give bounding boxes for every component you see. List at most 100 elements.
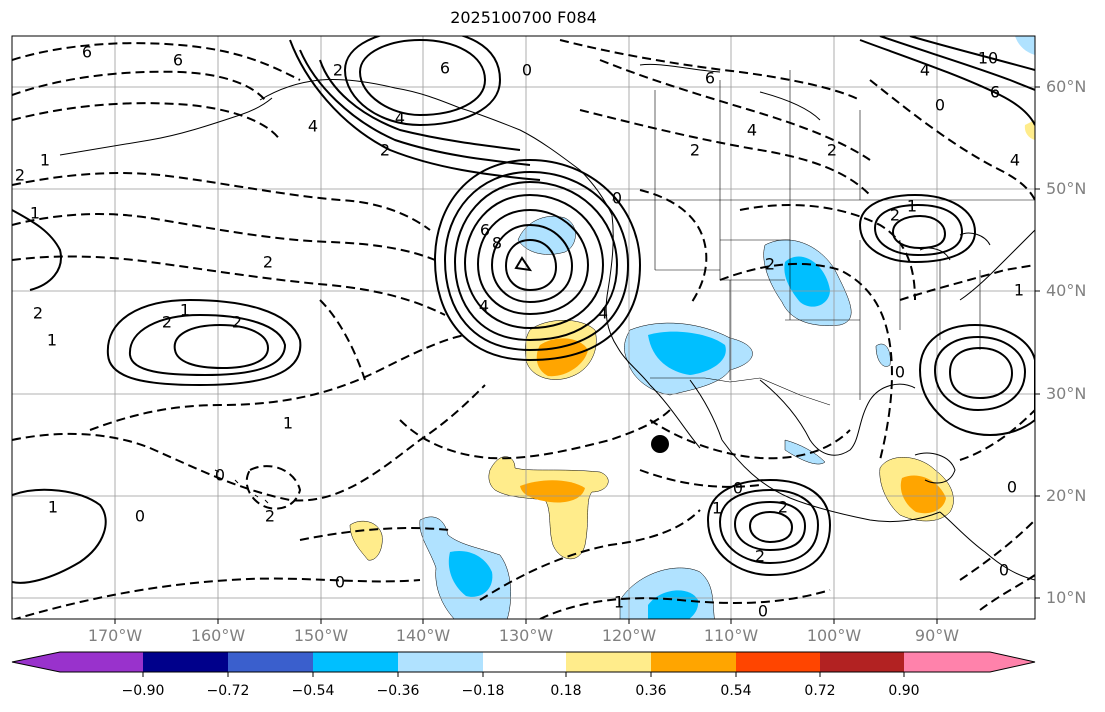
aleutian-chain xyxy=(59,97,273,156)
contour-ne-1 xyxy=(859,39,1035,126)
contour-south-pacific xyxy=(12,488,107,584)
contour-label: 0 xyxy=(215,466,225,485)
contour-label: 6 xyxy=(173,51,183,70)
shading-blue-5 xyxy=(784,439,826,465)
contour-mex-low-2 xyxy=(718,488,820,565)
contour-big-low-2 xyxy=(443,170,630,352)
lat-ticks xyxy=(1035,86,1040,599)
contour-label: 0 xyxy=(135,507,145,526)
yucatan xyxy=(914,452,956,484)
contour-label: 1 xyxy=(1014,281,1024,300)
colorbar-segment-0 xyxy=(12,652,143,672)
colorbar-label: −0.36 xyxy=(376,683,420,699)
colorbar-label: 0.36 xyxy=(635,683,667,699)
solid-contours xyxy=(12,36,1035,584)
dashed-nw-2 xyxy=(12,70,266,101)
colorbar-label: −0.18 xyxy=(461,683,505,699)
contour-label: 2 xyxy=(15,166,25,185)
contour-label: 2 xyxy=(263,253,273,272)
dashed-pac-4 xyxy=(89,334,466,431)
contour-label: 6 xyxy=(990,83,1000,102)
canada-coast xyxy=(639,63,821,121)
dashed-nw-3 xyxy=(12,102,281,141)
lon-label-100w: 100°W xyxy=(806,626,862,645)
contour-mex-low-4 xyxy=(748,510,794,544)
colorbar-segment-9 xyxy=(820,652,904,672)
colorbar-segment-3 xyxy=(313,652,398,672)
contour-labels: 6 6 6 6 4 2 0 2 2 1 1 4 2 4 6 6 4 2 2 8 … xyxy=(15,43,1024,620)
colorbar-segment-6 xyxy=(566,652,651,672)
contour-big-low-6 xyxy=(490,223,574,304)
dashed-mex-1 xyxy=(649,419,851,460)
contour-label: 2 xyxy=(778,498,788,517)
contour-ne-3 xyxy=(909,36,1035,71)
contour-low-pacific-3 xyxy=(173,323,270,370)
contour-label: 0 xyxy=(612,189,622,208)
lon-label-160w: 160°W xyxy=(190,626,246,645)
contour-gulf-alaska-1 xyxy=(343,36,502,127)
dashed-pac-3 xyxy=(12,255,446,316)
contour-label: 6 xyxy=(990,83,1000,102)
lat-label-60n: 60°N xyxy=(1046,77,1087,96)
contour-label: 2 xyxy=(890,206,900,225)
political-borders xyxy=(612,70,1035,406)
contour-label: 2 xyxy=(333,61,343,80)
gulf-coast xyxy=(759,379,916,456)
contour-label: 0 xyxy=(733,479,743,498)
contour-label: 4 xyxy=(479,297,489,316)
colorbar-segment-4 xyxy=(398,652,483,672)
dashed-mex-2 xyxy=(639,469,761,488)
shading-blue-3-core xyxy=(784,256,830,307)
lon-ticks xyxy=(114,619,938,624)
contour-label: 0 xyxy=(895,363,905,382)
dashed-east-3 xyxy=(959,409,1035,461)
contour-label: 1 xyxy=(907,197,917,216)
dashed-plains-1 xyxy=(639,189,708,306)
contour-label: 2 xyxy=(827,141,837,160)
lat-label-40n: 40°N xyxy=(1046,281,1087,300)
contour-label: 8 xyxy=(492,234,502,253)
contour-gulf-alaska-4 xyxy=(299,49,531,166)
shading-orange-4-core xyxy=(900,475,946,514)
colorbar-segment-5 xyxy=(483,652,566,672)
colorbar-segment-2 xyxy=(228,652,313,672)
lon-label-120w: 120°W xyxy=(601,626,657,645)
lon-label-110w: 110°W xyxy=(703,626,759,645)
contour-gulf-alaska-3 xyxy=(319,59,521,151)
dashed-nw-1 xyxy=(12,42,301,81)
shading-orange-2-core xyxy=(520,480,585,503)
contour-label: 2 xyxy=(690,141,700,160)
contour-label: 4 xyxy=(920,61,930,80)
us-mexico-border xyxy=(650,377,831,406)
lon-label-90w: 90°W xyxy=(914,626,960,645)
dashed-east-2 xyxy=(899,264,1035,301)
shading-orange-5 xyxy=(1024,120,1035,140)
dashed-se-1 xyxy=(959,519,1035,581)
contour-label: 0 xyxy=(1007,478,1017,497)
contour-label: 4 xyxy=(747,121,757,140)
lat-label-10n: 10°N xyxy=(1046,588,1087,607)
contour-label: 4 xyxy=(1010,151,1020,170)
dashed-hawaii-1 xyxy=(245,465,302,510)
dashed-pac-1 xyxy=(12,172,431,231)
dashed-pac-5 xyxy=(12,384,486,502)
shading-blue-4 xyxy=(875,343,891,367)
contour-label: 2 xyxy=(232,313,242,332)
contour-label: 6 xyxy=(82,43,92,62)
dashed-center-2 xyxy=(319,299,366,381)
contour-low-pacific-1 xyxy=(106,298,302,387)
dashed-contours xyxy=(12,39,1035,619)
dashed-pac-7 xyxy=(399,409,671,460)
dashed-pac-9 xyxy=(539,589,831,619)
lon-label-130w: 130°W xyxy=(498,626,554,645)
contour-label: 2 xyxy=(765,255,775,274)
east-coast xyxy=(959,229,1035,301)
colorbar-label: −0.90 xyxy=(121,683,165,699)
mexico-west-coast xyxy=(721,439,941,523)
contour-label: 1 xyxy=(30,204,40,223)
contour-label: 4 xyxy=(395,109,405,128)
dashed-canada-2 xyxy=(579,109,871,196)
contour-label: 0 xyxy=(999,561,1009,580)
contour-great-lakes-1 xyxy=(858,193,977,264)
contour-label: 2 xyxy=(33,304,43,323)
